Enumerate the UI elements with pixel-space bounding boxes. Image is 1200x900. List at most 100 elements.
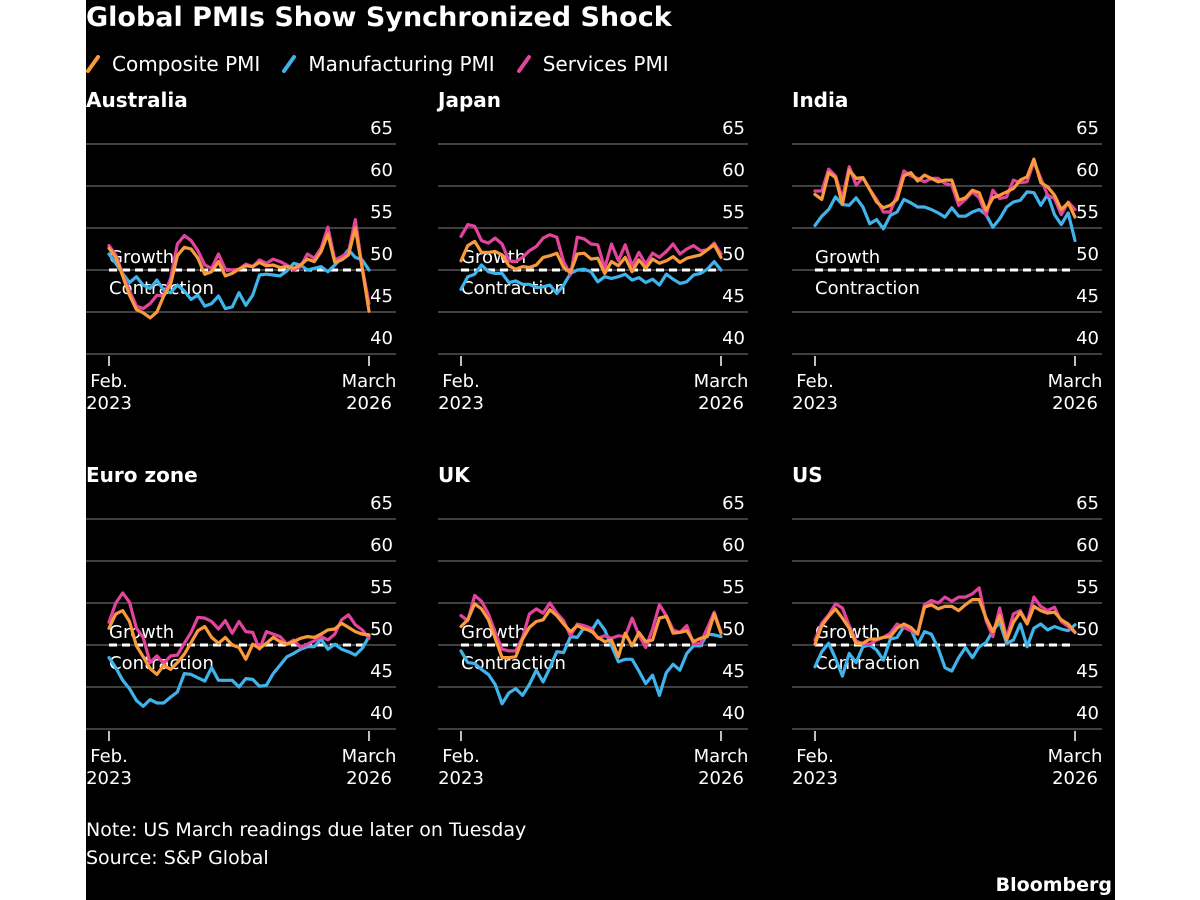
contraction-label: Contraction bbox=[461, 653, 566, 674]
composite-pmi-line bbox=[459, 602, 723, 660]
y-tick-label: 65 bbox=[370, 493, 393, 514]
x-tick-label: 2026 bbox=[346, 393, 392, 414]
y-tick-label: 60 bbox=[1076, 160, 1099, 181]
x-tick-label: 2023 bbox=[86, 768, 132, 789]
y-tick-label: 50 bbox=[370, 619, 393, 640]
contraction-label: Contraction bbox=[815, 278, 920, 299]
y-tick-label: 55 bbox=[722, 577, 745, 598]
chart-panel: US 40 45 50 55 60 65 Growth Contraction Feb.2023 M… bbox=[792, 463, 1102, 789]
composite-pmi-line bbox=[107, 609, 371, 676]
contraction-label: Contraction bbox=[109, 653, 214, 674]
y-tick-label: 60 bbox=[1076, 535, 1099, 556]
x-tick-label: March bbox=[342, 746, 397, 767]
y-tick-label: 40 bbox=[370, 703, 393, 724]
x-tick-label: March bbox=[694, 371, 749, 392]
panel-title: US bbox=[792, 463, 823, 487]
x-tick-label: 2023 bbox=[438, 768, 484, 789]
y-tick-label: 65 bbox=[1076, 118, 1099, 139]
services-pmi-line bbox=[459, 223, 723, 277]
y-tick-label: 45 bbox=[370, 286, 393, 307]
growth-label: Growth bbox=[461, 247, 526, 268]
legend-swatch-icon bbox=[516, 55, 531, 73]
legend-item: Manufacturing PMI bbox=[282, 52, 495, 76]
y-tick-label: 45 bbox=[722, 286, 745, 307]
contraction-label: Contraction bbox=[815, 653, 920, 674]
panel-title: UK bbox=[438, 463, 471, 487]
y-tick-label: 50 bbox=[1076, 244, 1099, 265]
x-tick-label: 2023 bbox=[792, 393, 838, 414]
x-tick-label: Feb. bbox=[90, 746, 128, 767]
manufacturing-pmi-line bbox=[107, 248, 371, 311]
source-text: Source: S&P Global bbox=[86, 847, 269, 869]
y-tick-label: 60 bbox=[722, 535, 745, 556]
y-tick-label: 40 bbox=[1076, 328, 1099, 349]
growth-label: Growth bbox=[109, 247, 174, 268]
chart-panel: Australia404550556065GrowthContractionFe… bbox=[86, 88, 396, 414]
small-multiples: Australia 40 45 50 55 60 65 Growth Contraction Fe… bbox=[86, 88, 1102, 789]
chart-title: Global PMIs Show Synchronized Shock bbox=[86, 2, 672, 33]
composite-pmi-line bbox=[813, 598, 1077, 646]
y-tick-label: 45 bbox=[722, 661, 745, 682]
x-tick-label: March bbox=[694, 746, 749, 767]
manufacturing-pmi-line bbox=[459, 260, 723, 296]
composite-pmi-line bbox=[459, 239, 723, 275]
y-tick-label: 50 bbox=[1076, 619, 1099, 640]
legend-swatch-icon bbox=[86, 55, 100, 73]
y-tick-label: 50 bbox=[722, 619, 745, 640]
x-tick-label: 2026 bbox=[1052, 768, 1098, 789]
chart-panel: India404550556065GrowthContractionFeb.20… bbox=[792, 88, 1102, 414]
composite-pmi-line bbox=[813, 157, 1077, 219]
legend: Composite PMI Manufacturing PMI Services P… bbox=[86, 50, 691, 78]
growth-label: Growth bbox=[815, 622, 880, 643]
chart-canvas: Global PMIs Show Synchronized Shock Comp… bbox=[86, 0, 1115, 900]
x-tick-label: Feb. bbox=[90, 371, 128, 392]
manufacturing-pmi-line bbox=[813, 190, 1077, 243]
y-tick-label: 55 bbox=[1076, 202, 1099, 223]
y-tick-label: 45 bbox=[1076, 661, 1099, 682]
composite-pmi-line bbox=[107, 226, 371, 320]
x-tick-label: 2026 bbox=[698, 768, 744, 789]
y-tick-label: 65 bbox=[1076, 493, 1099, 514]
note-text: Note: US March readings due later on Tue… bbox=[86, 819, 527, 841]
x-tick-label: 2026 bbox=[698, 393, 744, 414]
y-tick-label: 55 bbox=[370, 577, 393, 598]
legend-item: Services PMI bbox=[516, 52, 669, 76]
y-tick-label: 65 bbox=[370, 118, 393, 139]
contraction-label: Contraction bbox=[461, 278, 566, 299]
bloomberg-logo: Bloomberg bbox=[995, 874, 1112, 896]
panel-title: Australia bbox=[86, 88, 188, 112]
x-tick-label: 2023 bbox=[86, 393, 132, 414]
manufacturing-pmi-line bbox=[107, 635, 371, 708]
y-tick-label: 55 bbox=[722, 202, 745, 223]
y-tick-label: 65 bbox=[722, 493, 745, 514]
growth-label: Growth bbox=[109, 622, 174, 643]
services-pmi-line bbox=[107, 591, 371, 666]
legend-label: Manufacturing PMI bbox=[308, 52, 495, 76]
y-tick-label: 40 bbox=[1076, 703, 1099, 724]
y-tick-label: 55 bbox=[1076, 577, 1099, 598]
y-tick-label: 60 bbox=[370, 160, 393, 181]
x-tick-label: March bbox=[342, 371, 397, 392]
legend-item: Composite PMI bbox=[86, 52, 260, 76]
x-tick-label: Feb. bbox=[442, 746, 480, 767]
y-tick-label: 65 bbox=[722, 118, 745, 139]
x-tick-label: 2023 bbox=[792, 768, 838, 789]
chart-panel: UK404550556065GrowthContractionFeb.2023M… bbox=[438, 463, 748, 789]
x-tick-label: Feb. bbox=[796, 371, 834, 392]
y-tick-label: 50 bbox=[722, 244, 745, 265]
y-tick-label: 45 bbox=[1076, 286, 1099, 307]
chart-panel: Japan404550556065GrowthContractionFeb.20… bbox=[436, 88, 748, 414]
growth-label: Growth bbox=[815, 247, 880, 268]
y-tick-label: 50 bbox=[370, 244, 393, 265]
y-tick-label: 40 bbox=[722, 703, 745, 724]
x-tick-label: March bbox=[1048, 746, 1103, 767]
panel-title: Euro zone bbox=[86, 463, 198, 487]
legend-swatch-icon bbox=[282, 55, 297, 73]
x-tick-label: Feb. bbox=[796, 746, 834, 767]
y-tick-label: 40 bbox=[370, 328, 393, 349]
chart-panel: Euro zone 40 45 50 55 60 65 Growth Contraction Fe… bbox=[86, 463, 396, 789]
y-tick-label: 60 bbox=[370, 535, 393, 556]
x-tick-label: 2026 bbox=[1052, 393, 1098, 414]
legend-label: Composite PMI bbox=[112, 52, 261, 76]
y-tick-label: 40 bbox=[722, 328, 745, 349]
